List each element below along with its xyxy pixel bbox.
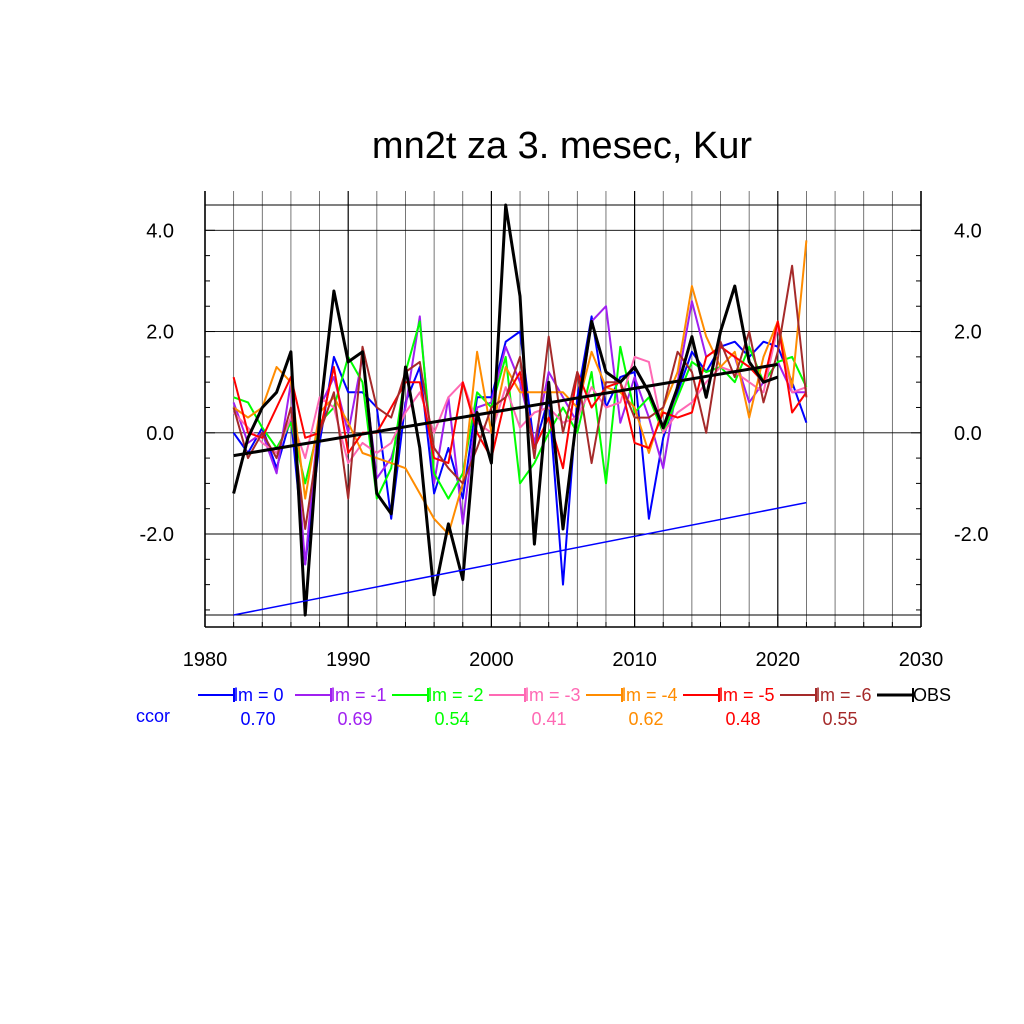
legend: ccor lm = 0 0.70 lm = -1 0.69 lm = -2 0.54 lm =… — [136, 685, 951, 729]
axes — [204, 191, 922, 628]
tick-labels: 1980 1990 2000 2010 2020 2030 4.0 2.0 0.0 -2.0 4.0… — [140, 220, 989, 671]
x-tick-label: 1980 — [183, 649, 228, 671]
y-tick-label-right: 0.0 — [954, 423, 982, 445]
y-tick-label-left: 2.0 — [146, 322, 174, 344]
ccor-label: ccor — [136, 706, 170, 726]
series-line-7 — [232, 203, 779, 617]
series-line-6 — [232, 264, 808, 530]
y-tick-label-right: -2.0 — [954, 524, 988, 546]
trend-line-1 — [233, 501, 807, 616]
y-tick-label-right: 4.0 — [954, 220, 982, 242]
series-line-5 — [232, 320, 808, 470]
legend-label: lm = -2 — [428, 685, 484, 705]
legend-label: lm = -1 — [331, 685, 387, 705]
legend-label: OBS — [913, 685, 951, 705]
y-tick-label-left: 4.0 — [146, 220, 174, 242]
legend-ccor-value: 0.41 — [531, 709, 566, 729]
legend-ccor-value: 0.62 — [628, 709, 663, 729]
x-tick-label: 1990 — [326, 649, 371, 671]
legend-label: lm = 0 — [234, 685, 284, 705]
series-line-4 — [233, 240, 808, 535]
chart-title: mn2t za 3. mesec, Kur — [372, 125, 752, 167]
y-tick-label-right: 2.0 — [954, 322, 982, 344]
legend-ccor-value: 0.54 — [434, 709, 469, 729]
legend-ccor-value: 0.70 — [240, 709, 275, 729]
x-tick-label: 2010 — [612, 649, 657, 671]
legend-label: lm = -3 — [525, 685, 581, 705]
y-tick-label-left: 0.0 — [146, 423, 174, 445]
x-tick-label: 2020 — [756, 649, 801, 671]
legend-label: lm = -4 — [622, 685, 678, 705]
x-tick-label: 2030 — [899, 649, 944, 671]
legend-ccor-value: 0.55 — [822, 709, 857, 729]
trend-line-0 — [233, 362, 779, 458]
legend-ccor-value: 0.48 — [725, 709, 760, 729]
x-tick-label: 2000 — [469, 649, 514, 671]
legend-label: lm = -5 — [719, 685, 775, 705]
series-lines — [232, 203, 808, 617]
legend-label: lm = -6 — [816, 685, 872, 705]
y-tick-label-left: -2.0 — [140, 524, 174, 546]
legend-ccor-value: 0.69 — [337, 709, 372, 729]
